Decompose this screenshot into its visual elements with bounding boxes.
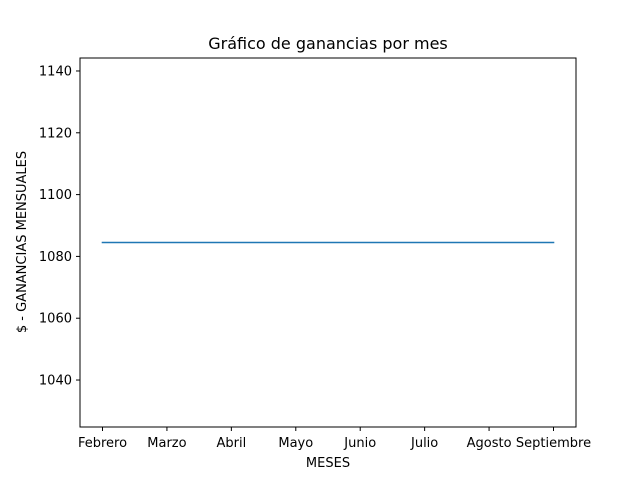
x-axis-label: MESES [306,456,350,471]
x-tick-label: Septiembre [516,436,591,451]
y-axis-ticks: 1040 1060 1080 1100 1120 1140 [39,64,80,389]
y-tick-label: 1120 [39,126,72,141]
y-tick-label: 1060 [39,312,72,327]
x-tick-label: Mayo [278,436,313,451]
y-tick-label: 1100 [39,188,72,203]
x-tick-label: Marzo [147,436,186,451]
chart-title: Gráfico de ganancias por mes [208,34,448,53]
x-tick-label: Abril [216,436,246,451]
y-tick-label: 1140 [39,64,72,79]
y-tick-label: 1080 [39,250,72,265]
x-tick-label: Agosto [467,436,512,451]
y-axis-label: $ - GANANCIAS MENSUALES [15,151,30,333]
x-axis-ticks: Febrero Marzo Abril Mayo Junio Julio Agosto Sep… [78,427,591,451]
x-tick-label: Febrero [78,436,127,451]
x-tick-label: Julio [410,436,438,451]
y-tick-label: 1040 [39,374,72,389]
x-tick-label: Junio [343,436,376,451]
